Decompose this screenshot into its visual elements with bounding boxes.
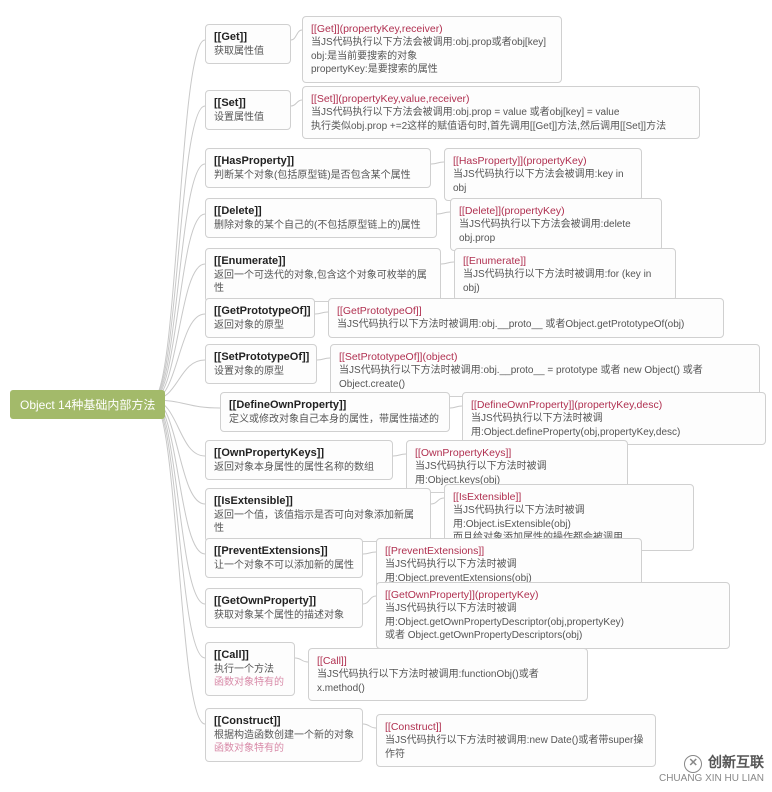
node-get: [[Get]]获取属性值: [205, 24, 291, 64]
node-title: [[HasProperty]]: [214, 154, 422, 169]
node-getproto: [[GetPrototypeOf]]返回对象的原型: [205, 298, 315, 338]
detail-key: [[DefineOwnProperty]](propertyKey,desc): [471, 398, 757, 412]
node-setproto: [[SetPrototypeOf]]设置对象的原型: [205, 344, 317, 384]
node-sub: 删除对象的某个自己的(不包括原型链上的)属性: [214, 219, 428, 233]
node-note: 函数对象特有的: [214, 676, 286, 690]
watermark: ✕ 创新互联 CHUANG XIN HU LIAN: [659, 755, 764, 784]
detail-desc-line: propertyKey:是要搜索的属性: [311, 63, 553, 77]
detail-getown: [[GetOwnProperty]](propertyKey)当JS代码执行以下…: [376, 582, 730, 649]
node-title: [[PreventExtensions]]: [214, 544, 354, 559]
detail-setproto: [[SetPrototypeOf]](object)当JS代码执行以下方法时被调…: [330, 344, 760, 397]
detail-desc-line: 当JS代码执行以下方法时被调用:obj.__proto__ = prototyp…: [339, 364, 751, 391]
node-delete: [[Delete]]删除对象的某个自己的(不包括原型链上的)属性: [205, 198, 437, 238]
watermark-icon: ✕: [684, 755, 702, 773]
detail-key: [[Delete]](propertyKey): [459, 204, 653, 218]
detail-key: [[Set]](propertyKey,value,receiver): [311, 92, 691, 106]
detail-desc-line: 当JS代码执行以下方法时被调用:Object.isExtensible(obj): [453, 504, 685, 531]
node-sub: 返回一个可迭代的对象,包含这个对象可枚举的属性: [214, 269, 432, 296]
detail-desc-line: 执行类似obj.prop +=2这样的赋值语句时,首先调用[[Get]]方法,然…: [311, 120, 691, 134]
node-title: [[Call]]: [214, 648, 286, 663]
node-getown: [[GetOwnProperty]]获取对象某个属性的描述对象: [205, 588, 363, 628]
detail-key: [[PreventExtensions]]: [385, 544, 633, 558]
node-title: [[Construct]]: [214, 714, 354, 729]
node-title: [[Delete]]: [214, 204, 428, 219]
detail-key: [[OwnPropertyKeys]]: [415, 446, 619, 460]
detail-desc-line: obj:是当前要搜索的对象: [311, 50, 553, 64]
detail-desc-line: 当JS代码执行以下方法时被调用:for (key in obj): [463, 268, 667, 295]
watermark-sub: CHUANG XIN HU LIAN: [659, 773, 764, 784]
node-isext: [[IsExtensible]]返回一个值，该值指示是否可向对象添加新属性: [205, 488, 431, 542]
node-sub: 返回对象的原型: [214, 319, 306, 333]
node-hasprop: [[HasProperty]]判断某个对象(包括原型链)是否包含某个属性: [205, 148, 431, 188]
detail-desc-line: 当JS代码执行以下方法会被调用:key in obj: [453, 168, 633, 195]
node-sub: 返回对象本身属性的属性名称的数组: [214, 461, 384, 475]
detail-defown: [[DefineOwnProperty]](propertyKey,desc)当…: [462, 392, 766, 445]
node-sub: 执行一个方法: [214, 663, 286, 677]
detail-construct: [[Construct]]当JS代码执行以下方法时被调用:new Date()或…: [376, 714, 656, 767]
detail-desc-line: 当JS代码执行以下方法时被调用:new Date()或者带super操作符: [385, 734, 647, 761]
detail-key: [[SetPrototypeOf]](object): [339, 350, 751, 364]
node-title: [[OwnPropertyKeys]]: [214, 446, 384, 461]
detail-key: [[IsExtensible]]: [453, 490, 685, 504]
detail-desc-line: 当JS代码执行以下方法会被调用:obj.prop或者obj[key]: [311, 36, 553, 50]
detail-key: [[GetPrototypeOf]]: [337, 304, 715, 318]
detail-getproto: [[GetPrototypeOf]]当JS代码执行以下方法时被调用:obj.__…: [328, 298, 724, 338]
detail-hasprop: [[HasProperty]](propertyKey)当JS代码执行以下方法会…: [444, 148, 642, 201]
detail-enum: [[Enumerate]]当JS代码执行以下方法时被调用:for (key in…: [454, 248, 676, 301]
detail-key: [[HasProperty]](propertyKey): [453, 154, 633, 168]
node-title: [[IsExtensible]]: [214, 494, 422, 509]
detail-call: [[Call]]当JS代码执行以下方法时被调用:functionObj()或者x…: [308, 648, 588, 701]
node-set: [[Set]]设置属性值: [205, 90, 291, 130]
node-title: [[Set]]: [214, 96, 282, 111]
node-sub: 让一个对象不可以添加新的属性: [214, 559, 354, 573]
detail-key: [[Construct]]: [385, 720, 647, 734]
node-title: [[Get]]: [214, 30, 282, 45]
root-label: Object 14种基础内部方法: [20, 398, 155, 412]
detail-desc-line: 当JS代码执行以下方法时被调用:Object.getOwnPropertyDes…: [385, 602, 721, 629]
node-sub: 设置对象的原型: [214, 365, 308, 379]
detail-key: [[Call]]: [317, 654, 579, 668]
detail-delete: [[Delete]](propertyKey)当JS代码执行以下方法会被调用:d…: [450, 198, 662, 251]
detail-key: [[Get]](propertyKey,receiver): [311, 22, 553, 36]
detail-desc-line: 或者 Object.getOwnPropertyDescriptors(obj): [385, 629, 721, 643]
node-title: [[Enumerate]]: [214, 254, 432, 269]
node-note: 函数对象特有的: [214, 742, 354, 756]
node-title: [[DefineOwnProperty]]: [229, 398, 441, 413]
node-construct: [[Construct]]根据构造函数创建一个新的对象函数对象特有的: [205, 708, 363, 762]
node-sub: 定义或修改对象自己本身的属性，带属性描述的: [229, 413, 441, 427]
detail-desc-line: 当JS代码执行以下方法会被调用:obj.prop = value 或者obj[k…: [311, 106, 691, 120]
node-enum: [[Enumerate]]返回一个可迭代的对象,包含这个对象可枚举的属性: [205, 248, 441, 302]
detail-desc-line: 当JS代码执行以下方法时被调用:obj.__proto__ 或者Object.g…: [337, 318, 715, 332]
node-sub: 设置属性值: [214, 111, 282, 125]
node-sub: 获取属性值: [214, 45, 282, 59]
node-title: [[GetPrototypeOf]]: [214, 304, 306, 319]
detail-desc-line: 当JS代码执行以下方法时被调用:Object.defineProperty(ob…: [471, 412, 757, 439]
node-prevext: [[PreventExtensions]]让一个对象不可以添加新的属性: [205, 538, 363, 578]
detail-get: [[Get]](propertyKey,receiver)当JS代码执行以下方法…: [302, 16, 562, 83]
detail-desc-line: 当JS代码执行以下方法时被调用:functionObj()或者x.method(…: [317, 668, 579, 695]
node-defown: [[DefineOwnProperty]]定义或修改对象自己本身的属性，带属性描…: [220, 392, 450, 432]
detail-key: [[GetOwnProperty]](propertyKey): [385, 588, 721, 602]
node-sub: 获取对象某个属性的描述对象: [214, 609, 354, 623]
node-sub: 判断某个对象(包括原型链)是否包含某个属性: [214, 169, 422, 183]
node-title: [[SetPrototypeOf]]: [214, 350, 308, 365]
detail-key: [[Enumerate]]: [463, 254, 667, 268]
root-node: Object 14种基础内部方法: [10, 390, 165, 419]
watermark-brand: 创新互联: [708, 754, 764, 770]
detail-desc-line: 当JS代码执行以下方法会被调用:delete obj.prop: [459, 218, 653, 245]
node-title: [[GetOwnProperty]]: [214, 594, 354, 609]
node-call: [[Call]]执行一个方法函数对象特有的: [205, 642, 295, 696]
node-sub: 根据构造函数创建一个新的对象: [214, 729, 354, 743]
node-sub: 返回一个值，该值指示是否可向对象添加新属性: [214, 509, 422, 536]
node-ownkeys: [[OwnPropertyKeys]]返回对象本身属性的属性名称的数组: [205, 440, 393, 480]
detail-set: [[Set]](propertyKey,value,receiver)当JS代码…: [302, 86, 700, 139]
